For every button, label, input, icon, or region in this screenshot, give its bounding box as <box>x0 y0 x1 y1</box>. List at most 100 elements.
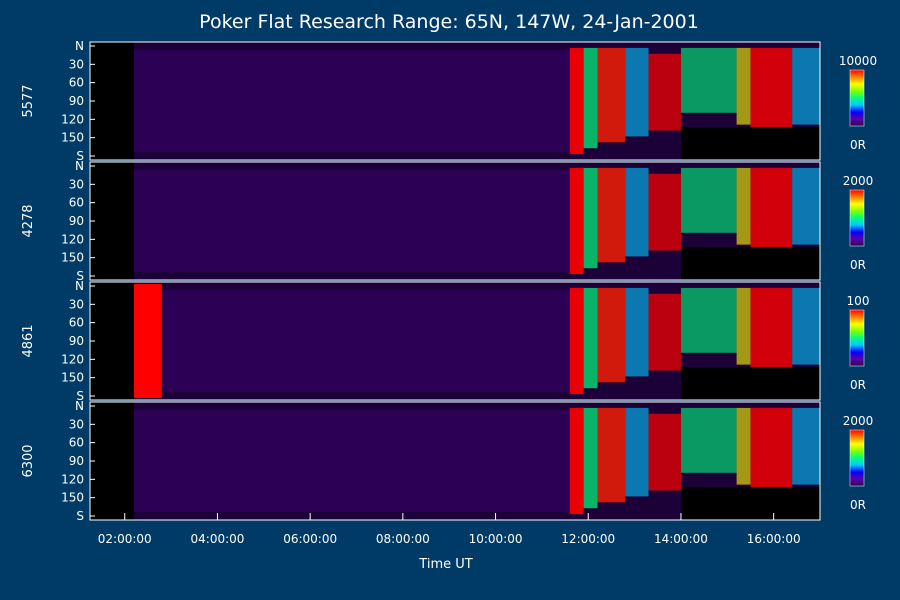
colorbar-min-label: 0R <box>850 378 866 392</box>
aurora-region <box>750 167 793 251</box>
y-tick-label: 30 <box>69 177 84 191</box>
panel-label: 4861 <box>21 324 36 357</box>
aurora-region <box>736 407 751 485</box>
colorbar-max-label: 100 <box>847 294 870 308</box>
y-tick-label: S <box>76 509 84 523</box>
aurora-region <box>625 167 649 257</box>
data-mask <box>680 486 820 520</box>
aurora-region <box>583 287 598 389</box>
panel-label: 4278 <box>21 204 36 237</box>
panel-4861: N 30 60 90 120 150 S 4861 100 0R <box>21 279 869 403</box>
colorbar-min-label: 0R <box>850 138 866 152</box>
y-tick-label: 60 <box>69 316 84 330</box>
y-tick-label: 60 <box>69 436 84 450</box>
y-tick-label: S <box>76 269 84 283</box>
y-tick-label: 120 <box>61 352 84 366</box>
aurora-region <box>569 407 584 515</box>
panel-label: 6300 <box>21 444 36 477</box>
aurora-region <box>597 47 626 143</box>
panel-5577: N 30 60 90 120 150 S 5577 10000 0R <box>21 39 877 163</box>
aurora-region <box>625 287 649 377</box>
data-gap-start <box>90 282 135 400</box>
colorbar-min-label: 0R <box>850 258 866 272</box>
y-tick-label: 90 <box>69 214 84 228</box>
colorbar <box>849 189 865 247</box>
panel-label: 5577 <box>21 84 36 117</box>
data-mask <box>680 126 820 160</box>
aurora-region <box>648 173 681 251</box>
colorbar-max-label: 2000 <box>843 174 874 188</box>
aurora-region <box>750 47 793 131</box>
aurora-region <box>597 287 626 383</box>
y-tick-label: 60 <box>69 76 84 90</box>
aurora-region <box>792 47 820 125</box>
aurora-region <box>648 53 681 131</box>
data-gap-start <box>90 162 135 280</box>
y-tick-label: S <box>76 149 84 163</box>
x-tick-label: 10:00:00 <box>469 532 523 546</box>
colorbar <box>849 429 865 487</box>
diffuse-emission <box>134 170 570 272</box>
x-tick-label: 02:00:00 <box>98 532 152 546</box>
y-tick-label: 30 <box>69 57 84 71</box>
aurora-region <box>792 407 820 485</box>
x-axis: 02:00:00 04:00:00 06:00:00 08:00:00 10:00:00… <box>98 513 801 546</box>
y-tick-label: 150 <box>61 251 84 265</box>
aurora-region <box>569 47 584 155</box>
aurora-region <box>583 167 598 269</box>
y-tick-label: 150 <box>61 371 84 385</box>
colorbar-max-label: 2000 <box>843 414 874 428</box>
aurora-region <box>625 47 649 137</box>
panel-4278: N 30 60 90 120 150 S 4278 2000 0R <box>21 159 873 283</box>
chart-title: Poker Flat Research Range: 65N, 147W, 24… <box>199 11 699 33</box>
diffuse-emission <box>134 290 570 392</box>
aurora-region <box>569 287 584 395</box>
x-axis-label: Time UT <box>418 557 472 572</box>
data-mask <box>680 366 820 400</box>
aurora-region <box>736 287 751 365</box>
aurora-region <box>648 413 681 491</box>
aurora-region <box>750 287 793 371</box>
y-tick-label: N <box>75 399 84 413</box>
x-tick-label: 16:00:00 <box>747 532 801 546</box>
y-tick-label: 60 <box>69 196 84 210</box>
aurora-region <box>680 167 737 233</box>
data-gap-start <box>90 402 135 520</box>
panels: N 30 60 90 120 150 S 5577 10000 0R N 30 60 90 120 150 S 4… <box>21 39 877 523</box>
y-tick-label: 120 <box>61 232 84 246</box>
y-tick-label: 30 <box>69 297 84 311</box>
diffuse-emission <box>134 410 570 512</box>
x-tick-label: 14:00:00 <box>654 532 708 546</box>
aurora-region <box>680 287 737 353</box>
aurora-region <box>736 47 751 125</box>
aurora-region <box>736 167 751 245</box>
aurora-region <box>597 167 626 263</box>
colorbar <box>849 69 865 127</box>
y-tick-label: 90 <box>69 94 84 108</box>
aurora-region <box>583 47 598 149</box>
colorbar-max-label: 10000 <box>839 54 877 68</box>
x-tick-label: 06:00:00 <box>283 532 337 546</box>
aurora-region <box>792 167 820 245</box>
y-tick-label: N <box>75 159 84 173</box>
data-gap-start <box>90 42 135 160</box>
y-tick-label: 120 <box>61 112 84 126</box>
y-tick-label: 120 <box>61 472 84 486</box>
y-tick-label: S <box>76 389 84 403</box>
y-tick-label: 90 <box>69 334 84 348</box>
aurora-region <box>680 47 737 113</box>
y-tick-label: 90 <box>69 454 84 468</box>
colorbar <box>849 309 865 367</box>
aurora-region <box>750 407 793 491</box>
aurora-region <box>648 293 681 371</box>
aurora-region <box>680 407 737 473</box>
x-tick-label: 04:00:00 <box>191 532 245 546</box>
saturated-band <box>134 284 162 398</box>
aurora-region <box>792 287 820 365</box>
data-mask <box>680 246 820 280</box>
panel-6300: N 30 60 90 120 150 S 6300 2000 0R <box>21 399 873 523</box>
x-tick-label: 12:00:00 <box>561 532 615 546</box>
aurora-region <box>583 407 598 509</box>
aurora-region <box>625 407 649 497</box>
